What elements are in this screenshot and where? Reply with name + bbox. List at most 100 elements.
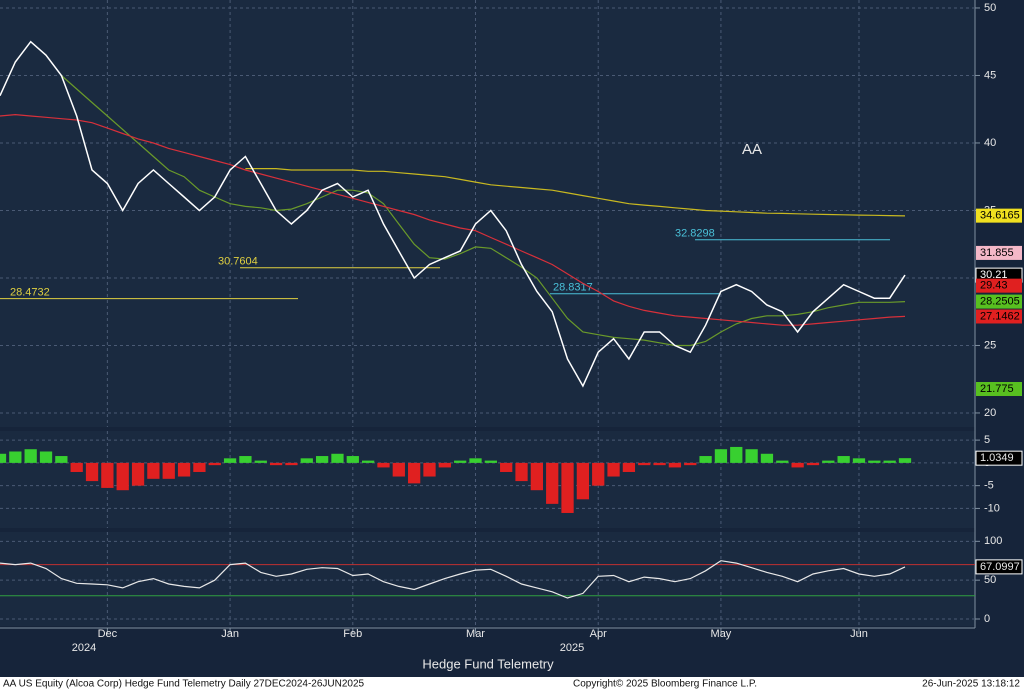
hist-bar [760, 453, 774, 463]
hist-bar [515, 462, 528, 482]
hist-bar [70, 462, 83, 472]
hist-bar [116, 462, 129, 491]
hist-bar [208, 462, 221, 466]
level-label: 28.8317 [553, 282, 593, 294]
hist-bar [423, 462, 436, 477]
x-tick-label: Jan [221, 628, 239, 640]
last-value-box [976, 278, 1022, 293]
last-value-label: 31.855 [980, 247, 1014, 259]
hist-panel [0, 431, 975, 528]
y-tick-label: -10 [984, 502, 1000, 514]
footer-left: AA US Equity (Alcoa Corp) Hedge Fund Tel… [3, 679, 365, 690]
last-value-box [976, 309, 1022, 324]
last-value-label: 1.0349 [980, 452, 1014, 464]
hist-bar [24, 449, 37, 463]
hist-bar [898, 458, 912, 463]
hist-bar [714, 449, 728, 463]
last-value-label: 67.0997 [980, 561, 1020, 573]
hist-bar [0, 453, 7, 463]
hist-bar [837, 456, 850, 463]
hist-bar [300, 458, 313, 463]
hist-bar [530, 462, 543, 491]
hist-bar [638, 462, 651, 466]
last-value-label: 28.2505 [980, 295, 1020, 307]
last-value-box [975, 450, 1023, 466]
hist-bar [484, 460, 497, 463]
x-tick-label: Feb [343, 628, 362, 640]
hist-bar [806, 462, 820, 466]
last-value-box [976, 381, 1022, 396]
hist-bar [469, 458, 482, 463]
y-tick-label: 0 [984, 613, 990, 625]
hist-bar [162, 462, 175, 479]
hist-bar [868, 460, 881, 463]
hist-bar [223, 458, 237, 463]
last-value-label: 34.6165 [980, 210, 1020, 222]
hist-bar [9, 451, 22, 463]
hist-bar [254, 460, 267, 463]
hist-bar [822, 460, 835, 463]
hist-bar [331, 453, 344, 463]
year-label: 2024 [72, 642, 96, 654]
hist-bar [193, 462, 206, 472]
y-tick-label: 50 [984, 574, 996, 586]
rsi-line [0, 560, 906, 599]
hist-bar [315, 456, 329, 463]
x-tick-label: Dec [98, 628, 118, 640]
y-tick-label: -5 [984, 480, 994, 492]
hist-bar [346, 456, 359, 463]
last-value-label: 21.775 [980, 383, 1014, 395]
hist-bar [101, 462, 114, 488]
last-value-box [976, 294, 1022, 309]
moving-average [245, 168, 906, 217]
x-tick-label: Apr [590, 628, 607, 640]
hist-bar [883, 460, 896, 463]
last-value-box [976, 208, 1022, 223]
hist-bar [745, 449, 758, 463]
y-tick-label: 20 [984, 407, 996, 419]
x-tick-label: Mar [466, 628, 485, 640]
hist-bar [362, 460, 375, 463]
last-value-box [975, 559, 1023, 575]
hist-bar [269, 462, 283, 466]
hist-bar [576, 462, 590, 500]
hist-bar [776, 460, 789, 463]
hist-bar [684, 462, 697, 466]
x-tick-label: May [711, 628, 732, 640]
y-tick-label: 50 [984, 2, 996, 14]
y-tick-label: 100 [984, 535, 1002, 547]
y-tick-label: 25 [984, 339, 996, 351]
hist-bar [622, 462, 636, 472]
footer-bar [0, 677, 1024, 691]
hist-bar [131, 462, 145, 486]
hist-bar [39, 451, 53, 463]
last-value-label: 27.1462 [980, 310, 1020, 322]
hist-bar [55, 456, 68, 463]
hist-bar [730, 446, 743, 463]
level-label: 32.8298 [675, 228, 715, 240]
hist-bar [607, 462, 620, 477]
y-tick-label: 40 [984, 137, 996, 149]
hist-bar [177, 462, 191, 477]
hist-bar [285, 462, 298, 466]
price-line [0, 40, 906, 388]
hist-bar [239, 456, 252, 463]
hist-bar [699, 456, 712, 463]
hist-bar [791, 462, 804, 468]
hist-bar [438, 462, 451, 468]
hist-bar [561, 462, 574, 513]
hist-bar [653, 462, 666, 466]
last-value-box [976, 245, 1022, 260]
last-value-label: 29.43 [980, 280, 1008, 292]
moving-average [61, 75, 906, 347]
footer-right: 26-Jun-2025 13:18:12 [922, 679, 1020, 690]
hist-bar [500, 462, 513, 472]
hist-bar [852, 458, 866, 463]
ticker-title: AA [742, 141, 762, 158]
hist-bar [668, 462, 682, 468]
footer-center: Copyright© 2025 Bloomberg Finance L.P. [573, 679, 757, 690]
y-tick-label: 5 [984, 434, 990, 446]
year-label: 2025 [560, 642, 584, 654]
